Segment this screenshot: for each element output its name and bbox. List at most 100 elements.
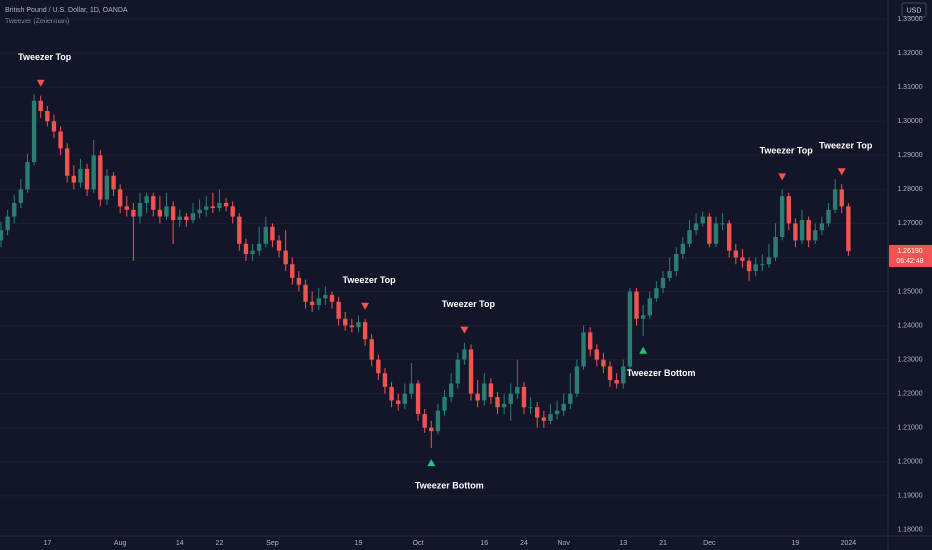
candle-body — [12, 202, 17, 217]
candle-body — [621, 366, 626, 384]
x-tick-label: 17 — [43, 540, 51, 547]
candle-body — [733, 250, 739, 258]
candle-body — [700, 216, 705, 224]
signal-label: Tweezer Bottom — [415, 481, 484, 491]
x-tick-label: 2024 — [841, 540, 857, 547]
y-tick-label: 1.23000 — [897, 356, 922, 363]
candle-body — [38, 100, 43, 112]
candle-body — [740, 257, 745, 261]
candle-body — [501, 403, 507, 408]
candle-body — [382, 373, 388, 387]
signal-arrow — [639, 346, 648, 354]
candle-body — [535, 407, 540, 418]
grid — [0, 18, 888, 531]
candle-body — [468, 349, 474, 394]
x-tick-label: 19 — [792, 540, 800, 547]
candle-body — [548, 414, 553, 421]
candle-body — [693, 223, 699, 231]
candle-body — [270, 226, 275, 241]
candle-body — [58, 131, 63, 149]
signal-arrow — [460, 326, 469, 334]
candle-body — [369, 339, 374, 360]
y-tick-label: 1.29000 — [897, 152, 922, 159]
y-tick-label: 1.30000 — [897, 118, 922, 125]
candle-body — [197, 209, 202, 214]
candle-body — [819, 223, 825, 231]
candle-body — [296, 277, 302, 285]
y-tick-label: 1.18000 — [897, 527, 922, 534]
candle-body — [495, 397, 500, 408]
candle-body — [601, 359, 606, 367]
currency-box[interactable] — [901, 2, 927, 18]
candle-body — [323, 294, 328, 299]
candle-body — [720, 223, 725, 225]
signal-label: Tweezer Top — [442, 299, 496, 309]
candle-body — [250, 250, 255, 255]
candle-body — [713, 223, 719, 244]
y-tick-label: 1.24000 — [897, 322, 922, 329]
candle-body — [78, 168, 83, 183]
candle-body — [435, 410, 441, 432]
candle-body — [515, 386, 520, 394]
chart-title: British Pound / U.S. Dollar, 1D, OANDA — [5, 7, 128, 14]
candle-body — [475, 393, 480, 401]
candle-body — [336, 301, 341, 319]
candle-body — [640, 315, 646, 319]
candle-body — [488, 383, 494, 398]
candle-body — [839, 189, 844, 207]
signal-label: Tweezer Top — [819, 141, 873, 151]
candle-body — [581, 332, 586, 367]
candle-body — [654, 288, 659, 299]
signal-arrow — [427, 459, 436, 467]
candle-body — [541, 417, 547, 421]
currency-label[interactable]: USD — [907, 7, 922, 14]
candle-body — [462, 349, 467, 360]
candle-body — [124, 206, 129, 210]
x-tick-label: 22 — [216, 540, 224, 547]
signal-label: Tweezer Top — [760, 146, 814, 156]
signal-label: Tweezer Top — [343, 275, 397, 285]
candle-body — [309, 301, 315, 306]
y-tick-label: 1.33000 — [897, 16, 922, 23]
y-tick-label: 1.19000 — [897, 493, 922, 500]
signal-arrow — [837, 168, 846, 176]
candle-body — [687, 230, 692, 244]
candle-body — [396, 400, 401, 404]
candle-body — [680, 243, 686, 255]
candle-body — [448, 383, 454, 398]
candle-body — [455, 359, 460, 384]
candle-body — [587, 332, 593, 350]
candle-body — [528, 407, 533, 409]
candle-body — [707, 216, 712, 244]
x-tick-label: Oct — [413, 540, 424, 547]
y-tick-label: 1.21000 — [897, 425, 922, 432]
candle-body — [45, 111, 50, 122]
signal-arrow — [778, 173, 787, 181]
x-tick-label: Dec — [703, 540, 716, 547]
candle-body — [276, 240, 282, 251]
candle-body — [786, 196, 791, 224]
candle-body — [746, 260, 752, 272]
candle-body — [376, 359, 381, 374]
candle-body — [793, 223, 798, 241]
candle-body — [561, 403, 566, 411]
candle-body — [65, 148, 70, 176]
last-price-box — [889, 244, 932, 267]
signal-arrow — [36, 79, 45, 87]
candle-body — [177, 216, 182, 220]
candle-body — [217, 202, 222, 209]
candle-body — [760, 264, 765, 266]
candle-body — [316, 298, 321, 306]
candle-body — [0, 230, 4, 241]
candle-body — [170, 206, 176, 220]
candle-body — [131, 209, 136, 217]
candle-body — [568, 393, 573, 404]
countdown-label: 06:42:48 — [896, 258, 923, 265]
x-tick-label: 19 — [355, 540, 363, 547]
candles — [0, 79, 851, 467]
signal-label: Tweezer Top — [18, 52, 72, 62]
candle-body — [594, 349, 599, 360]
candle-body — [117, 189, 123, 207]
